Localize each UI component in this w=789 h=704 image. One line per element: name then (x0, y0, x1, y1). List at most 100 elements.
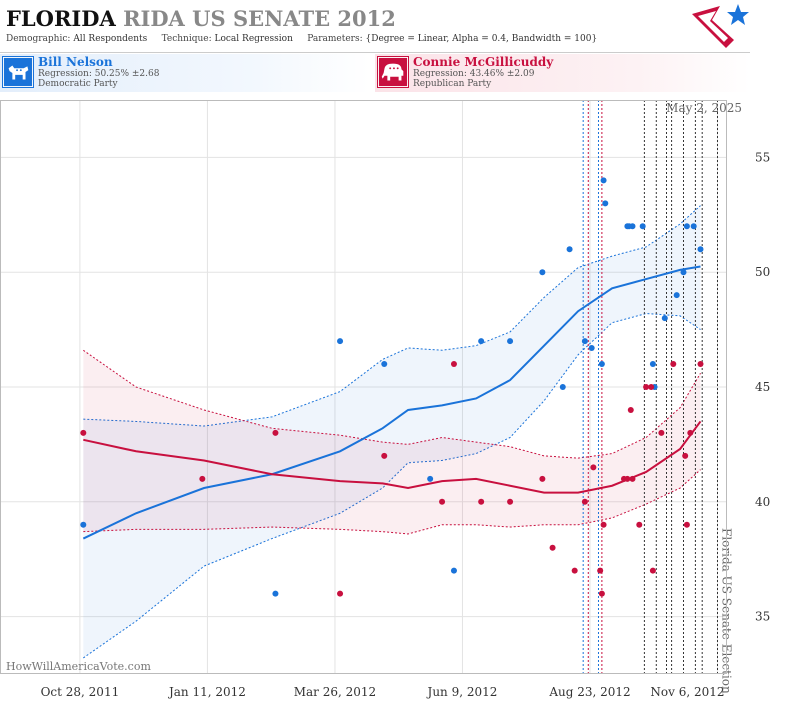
poll-point (649, 567, 656, 574)
democrat-donkey-icon (2, 56, 34, 88)
y-tick-label: 35 (755, 610, 770, 624)
poll-point (478, 338, 485, 345)
current-date-label: May 2, 2025 (666, 101, 742, 115)
poll-point (697, 361, 704, 368)
parameters-line: Demographic: All Respondents Technique: … (6, 34, 597, 44)
poll-point (581, 338, 588, 345)
poll-point (639, 223, 646, 230)
chart-header: FLORIDA RIDA US SENATE 2012 Demographic:… (0, 0, 750, 52)
poll-point (427, 475, 434, 482)
watermark-text: HowWillAmericaVote.com (6, 660, 151, 673)
confidence-band-0 (83, 205, 701, 658)
page-title: FLORIDA RIDA US SENATE 2012 (6, 6, 396, 31)
technique-value: Local Regression (214, 34, 293, 44)
poll-point (600, 177, 607, 184)
poll-point (539, 269, 546, 276)
x-tick-label: Nov 6, 2012 (650, 685, 724, 699)
x-tick-label: Oct 28, 2011 (41, 685, 120, 699)
poll-point (629, 475, 636, 482)
upper-bound-line-1 (83, 349, 701, 459)
poll-point (600, 521, 607, 528)
x-tick-label: Jun 9, 2012 (426, 685, 498, 699)
poll-point (598, 590, 605, 597)
poll-point (661, 315, 668, 322)
poll-point (80, 429, 87, 436)
republican-elephant-icon (377, 56, 409, 88)
y-tick-label: 45 (755, 380, 770, 394)
candidate-party-rep: Republican Party (413, 79, 492, 89)
poll-point (381, 452, 388, 459)
demographic-value: All Respondents (73, 34, 148, 44)
poll-point (673, 292, 680, 299)
candidate-regression-rep: Regression: 43.46% ±2.09 (413, 69, 535, 79)
poll-point (636, 521, 643, 528)
poll-point (627, 406, 634, 413)
x-tick-label: Jan 11, 2012 (167, 685, 246, 699)
poll-point (507, 338, 514, 345)
poll-points (80, 177, 704, 597)
candidate-party-dem: Democratic Party (38, 79, 118, 89)
candidate-regression-dem: Regression: 50.25% ±2.68 (38, 69, 160, 79)
header-divider (0, 52, 750, 53)
poll-point (658, 429, 665, 436)
poll-point (687, 429, 694, 436)
confidence-bands (83, 205, 701, 659)
technique-label: Technique: (161, 34, 212, 44)
poll-point (597, 567, 604, 574)
poll-point (680, 269, 687, 276)
lower-bound-line-0 (83, 313, 701, 659)
grid-layer (0, 100, 726, 674)
poll-point (450, 567, 457, 574)
poll-point (624, 223, 631, 230)
poll-point (683, 223, 690, 230)
y-tick-label: 40 (755, 495, 770, 509)
poll-point (450, 361, 457, 368)
title-state: FLORIDA (6, 6, 116, 31)
poll-point (643, 384, 650, 390)
regression-chart: 35 40 45 50 55 Oct 28, 2011 Jan 11, 2012 Mar 26… (0, 100, 770, 699)
poll-point (588, 344, 595, 351)
y-tick-label: 50 (755, 265, 770, 279)
star-logo-icon (692, 4, 749, 48)
demographic-label: Demographic: (6, 34, 71, 44)
poll-point (649, 361, 656, 368)
poll-point (566, 246, 573, 253)
poll-point (682, 452, 689, 459)
poll-point (683, 521, 690, 528)
poll-point (624, 475, 631, 482)
poll-point (571, 567, 578, 574)
candidate-name-dem: Bill Nelson (38, 55, 113, 69)
candidate-panel-rep: Connie McGillicuddy Regression: 43.46% ±… (375, 54, 750, 92)
parameters-label: Parameters: (307, 34, 363, 44)
lower-bound-line-1 (83, 469, 701, 535)
poll-point (80, 521, 87, 528)
trend-line-0 (82, 265, 701, 540)
poll-point (648, 384, 655, 390)
poll-point (697, 246, 704, 253)
parameters-value: {Degree = Linear, Alpha = 0.4, Bandwidth… (365, 34, 598, 44)
poll-point (581, 498, 588, 505)
poll-point (539, 475, 546, 482)
x-tick-label: Mar 26, 2012 (294, 685, 376, 699)
poll-point (602, 200, 609, 207)
poll-point (439, 498, 446, 505)
poll-point (381, 361, 388, 368)
poll-point (629, 223, 636, 230)
poll-point (199, 475, 206, 482)
poll-point (507, 498, 514, 505)
poll-point (272, 429, 279, 436)
poll-point (337, 338, 344, 345)
poll-point (478, 498, 485, 505)
poll-point (559, 384, 566, 390)
poll-point (337, 590, 344, 597)
y-tick-label: 55 (755, 150, 770, 164)
candidate-name-rep: Connie McGillicuddy (413, 55, 554, 69)
poll-point (590, 464, 597, 471)
poll-point (690, 223, 697, 230)
poll-point (598, 361, 605, 368)
poll-point (272, 590, 279, 597)
x-tick-label: Aug 23, 2012 (548, 685, 630, 699)
plot-frame (0, 100, 727, 674)
candidate-panel-dem: Bill Nelson Regression: 50.25% ±2.68 Dem… (0, 54, 370, 92)
title-race: RIDA US SENATE 2012 (123, 6, 396, 31)
